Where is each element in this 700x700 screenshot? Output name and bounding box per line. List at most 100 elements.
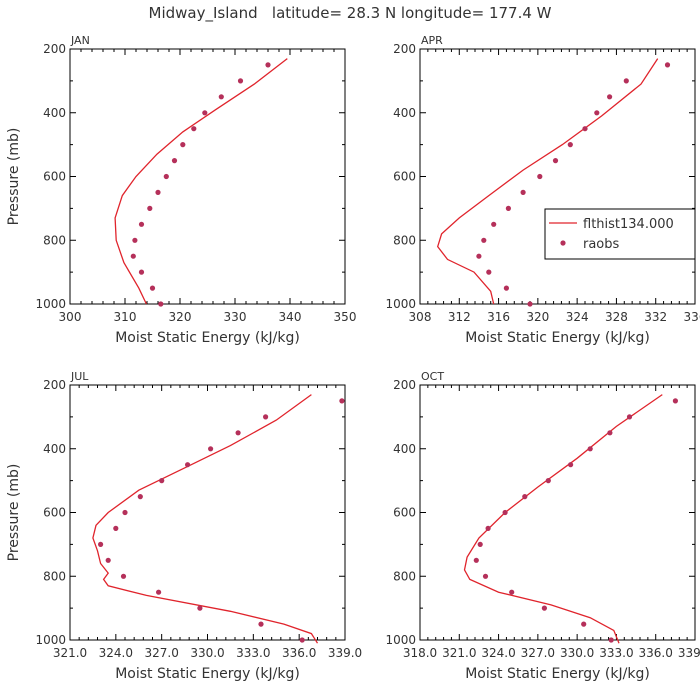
x-tick-label: 327.0 [144,646,178,660]
model-profile-line [92,394,319,644]
raobs-point [481,237,487,243]
raobs-point [541,605,548,611]
y-tick-label: 200 [43,42,66,56]
raobs-point [218,94,224,100]
raobs-point [155,189,161,195]
y-tick-label: 1000 [35,297,66,311]
x-tick-label: 350 [334,310,357,324]
raobs-point [163,173,169,180]
raobs-point [485,525,491,532]
raobs-point [664,62,671,68]
raobs-point [482,573,489,579]
raobs-point [672,398,679,404]
y-tick-label: 400 [43,442,66,456]
x-tick-label: 318.0 [403,646,437,660]
raobs-point [263,414,269,420]
panel-label: JAN [70,34,90,47]
raobs-point [594,110,600,116]
raobs-point [130,253,136,259]
panel-label: OCT [421,370,444,383]
y-tick-label: 200 [393,378,416,392]
y-tick-label: 1000 [385,297,416,311]
x-tick-label: 321.0 [442,646,476,660]
x-tick-label: 316 [487,310,510,324]
raobs-point [147,205,153,211]
raobs-point [339,398,345,404]
legend-box [544,208,696,260]
legend: flthist134.000 raobs [544,208,696,260]
x-tick-label: 330 [224,310,247,324]
raobs-point [156,589,162,595]
raobs-point [149,285,156,291]
x-tick-label: 336.0 [282,646,316,660]
x-axis-title: Moist Static Energy (kJ/kg) [115,666,300,682]
legend-label: raobs [583,237,620,252]
figure-title: Midway_Island latitude= 28.3 N longitude… [149,4,552,23]
raobs-point [509,589,515,595]
panel-oct: OCT 318.0 321.0 324.0 327.0 330.0 333.0 336.0 33… [385,370,700,682]
raobs-point [138,221,145,227]
y-tick-label: 600 [393,170,416,184]
panel-apr: APR 308 312 316 320 324 328 332 336 200 400 600 800 1… [385,34,700,346]
raobs-point [159,478,165,484]
raobs-point [258,621,264,627]
y-tick-label: 200 [43,378,66,392]
panel-jan: JAN 300 310 320 330 340 350 200 400 600 800 1000 Moi… [6,34,356,346]
x-tick-label: 330.0 [560,646,594,660]
panel-label: JUL [70,370,89,383]
raobs-point [171,158,178,164]
raobs-point [626,414,633,420]
x-axis-title: Moist Static Energy (kJ/kg) [465,330,650,346]
x-tick-label: 310 [114,310,137,324]
raobs-point [502,509,508,516]
legend-label: flthist134.000 [583,217,674,232]
raobs-point [98,541,104,548]
x-axis-title: Moist Static Energy (kJ/kg) [115,330,300,346]
raobs-point [191,126,197,132]
panel-jul: JUL 321.0 324.0 327.0 330.0 333.0 336.0 339.0 20… [6,370,362,682]
raobs-point [105,557,111,563]
legend-marker-swatch [560,240,566,246]
raobs-point [132,237,138,243]
raobs-point [113,525,119,532]
y-tick-label: 800 [393,569,416,583]
raobs-point [505,205,511,211]
y-tick-label: 600 [393,506,416,520]
raobs-point [237,78,244,84]
x-axis-title: Moist Static Energy (kJ/kg) [465,666,650,682]
y-tick-label: 400 [393,106,416,120]
raobs-point [568,462,574,468]
y-tick-label: 1000 [385,633,416,647]
raobs-point [491,221,497,227]
x-tick-label: 312 [448,310,471,324]
raobs-point [582,126,588,132]
x-tick-label: 339.0 [328,646,362,660]
x-tick-label: 340 [279,310,302,324]
raobs-point [567,142,573,148]
x-tick-label: 328 [605,310,628,324]
x-tick-label: 308 [409,310,432,324]
x-tick-label: 330.0 [190,646,224,660]
raobs-point [552,158,559,164]
raobs-point [265,62,271,68]
x-tick-label: 324.0 [99,646,133,660]
x-tick-label: 320 [526,310,549,324]
model-profile-line [436,58,659,305]
raobs-point [122,509,128,516]
raobs-point [473,557,479,563]
raobs-point [587,446,593,452]
raobs-point [608,637,614,643]
y-tick-label: 800 [43,569,66,583]
x-tick-label: 300 [59,310,82,324]
y-tick-label: 200 [393,42,416,56]
y-tick-label: 800 [43,233,66,247]
y-tick-label: 400 [393,442,416,456]
raobs-point [120,573,127,579]
raobs-point [158,301,164,307]
y-tick-label: 600 [43,506,66,520]
x-tick-label: 333.0 [236,646,270,660]
raobs-point [180,142,186,148]
x-tick-label: 333.0 [599,646,633,660]
raobs-point [185,462,191,468]
